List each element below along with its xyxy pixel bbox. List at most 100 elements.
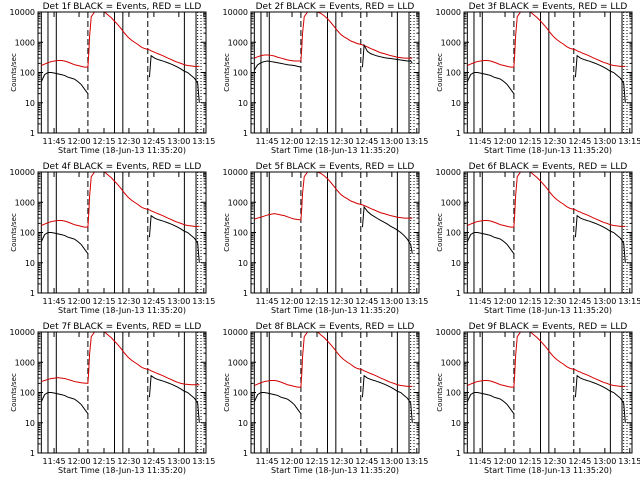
panel-title: Det 3f BLACK = Events, RED = LLD	[469, 2, 628, 12]
series-line-events	[466, 214, 626, 263]
plot-frame	[250, 11, 420, 134]
series-line-events	[40, 54, 200, 103]
y-tick-label: 1000	[15, 358, 35, 367]
x-tick-label: 12:15	[92, 297, 115, 306]
x-tick-label: 12:00	[281, 457, 304, 466]
panel-title: Det 4f BLACK = Events, RED = LLD	[43, 162, 202, 172]
marker-lines	[253, 172, 415, 293]
plot-frame	[250, 171, 420, 294]
y-tick-label: 10000	[223, 8, 248, 17]
y-axis-label: Counts/sec	[223, 213, 231, 252]
x-tick-label: 11:45	[256, 297, 279, 306]
x-tick-label: 12:45	[568, 457, 591, 466]
y-tick-label: 100	[20, 389, 35, 398]
y-tick-label: 1	[30, 449, 35, 458]
series-line-events	[253, 43, 413, 71]
x-tick-label: 11:45	[469, 297, 492, 306]
marker-lines	[466, 332, 628, 453]
panel-title: Det 1f BLACK = Events, RED = LLD	[43, 2, 202, 12]
x-tick-label: 12:45	[355, 137, 378, 146]
y-tick-label: 10000	[436, 328, 461, 337]
x-tick-label: 11:45	[469, 137, 492, 146]
panel-title: Det 7f BLACK = Events, RED = LLD	[43, 322, 202, 332]
marker-lines	[253, 12, 415, 133]
panel-7: Det 7f BLACK = Events, RED = LLD 1 10 100 10…	[10, 322, 216, 475]
y-tick-label: 100	[446, 229, 461, 238]
x-tick-label: 11:45	[469, 457, 492, 466]
x-axis-label: Start Time (18-Jun-13 11:35:20)	[58, 146, 186, 155]
series-line-lld	[41, 12, 200, 68]
x-tick-label: 13:15	[618, 457, 640, 466]
y-tick-label: 10	[451, 419, 461, 428]
y-tick-label: 1	[456, 449, 461, 458]
x-tick-label: 13:15	[618, 137, 640, 146]
y-tick-label: 1000	[441, 38, 461, 47]
x-axis-label: Start Time (18-Jun-13 11:35:20)	[58, 466, 186, 475]
y-tick-label: 10000	[10, 168, 35, 177]
y-tick-label: 1	[243, 129, 248, 138]
panel-1: Det 1f BLACK = Events, RED = LLD 1 10 100 10…	[10, 2, 216, 155]
x-tick-label: 12:15	[305, 297, 328, 306]
series-line-lld	[254, 332, 413, 388]
panel-title: Det 5f BLACK = Events, RED = LLD	[256, 162, 415, 172]
y-tick-label: 1000	[441, 198, 461, 207]
x-tick-label: 11:45	[256, 457, 279, 466]
x-tick-label: 12:00	[68, 137, 91, 146]
x-tick-label: 13:15	[192, 457, 215, 466]
x-tick-label: 13:00	[593, 457, 616, 466]
series-line-events	[361, 205, 413, 254]
y-tick-label: 1	[243, 449, 248, 458]
series-line-lld	[467, 172, 626, 228]
y-tick-label: 10000	[223, 328, 248, 337]
y-tick-label: 10000	[436, 168, 461, 177]
y-axis-label: Counts/sec	[223, 373, 231, 412]
marker-lines	[40, 172, 202, 293]
panel-title: Det 9f BLACK = Events, RED = LLD	[469, 322, 628, 332]
x-tick-label: 12:15	[518, 457, 541, 466]
x-tick-label: 12:00	[494, 137, 517, 146]
y-axis-label: Counts/sec	[10, 53, 18, 92]
x-tick-label: 12:45	[355, 297, 378, 306]
x-tick-label: 12:30	[330, 137, 353, 146]
y-tick-label: 100	[20, 229, 35, 238]
x-tick-label: 13:00	[167, 457, 190, 466]
y-tick-label: 1000	[228, 358, 248, 367]
x-tick-label: 13:00	[380, 137, 403, 146]
x-tick-label: 12:45	[568, 297, 591, 306]
y-tick-label: 10	[238, 99, 248, 108]
y-tick-label: 10000	[10, 8, 35, 17]
y-tick-label: 1	[456, 289, 461, 298]
y-tick-label: 10	[238, 419, 248, 428]
y-tick-label: 100	[233, 229, 248, 238]
x-tick-label: 13:00	[380, 457, 403, 466]
panel-title: Det 6f BLACK = Events, RED = LLD	[469, 162, 628, 172]
x-tick-label: 12:00	[494, 457, 517, 466]
x-tick-label: 11:45	[43, 297, 66, 306]
x-tick-label: 12:45	[568, 137, 591, 146]
x-tick-label: 12:00	[494, 297, 517, 306]
panel-9: Det 9f BLACK = Events, RED = LLD 1 10 100 10…	[436, 322, 640, 475]
marker-lines	[40, 12, 202, 133]
x-axis-label: Start Time (18-Jun-13 11:35:20)	[271, 306, 399, 315]
y-tick-label: 1000	[15, 38, 35, 47]
y-tick-label: 10000	[436, 8, 461, 17]
series-line-events	[253, 374, 413, 423]
y-axis-label: Counts/sec	[10, 213, 18, 252]
x-axis-label: Start Time (18-Jun-13 11:35:20)	[271, 466, 399, 475]
y-tick-label: 10000	[10, 328, 35, 337]
x-tick-label: 13:00	[167, 137, 190, 146]
series-line-events	[40, 214, 200, 263]
y-tick-label: 10	[238, 259, 248, 268]
x-tick-label: 11:45	[43, 137, 66, 146]
x-tick-label: 13:15	[405, 137, 428, 146]
y-tick-label: 100	[20, 69, 35, 78]
panel-8: Det 8f BLACK = Events, RED = LLD 1 10 100 10…	[223, 322, 429, 475]
y-tick-label: 1	[456, 129, 461, 138]
x-tick-label: 12:30	[330, 457, 353, 466]
x-tick-label: 12:30	[117, 137, 140, 146]
y-tick-label: 100	[233, 389, 248, 398]
y-tick-label: 10	[25, 419, 35, 428]
y-tick-label: 10000	[223, 168, 248, 177]
y-tick-label: 100	[446, 389, 461, 398]
